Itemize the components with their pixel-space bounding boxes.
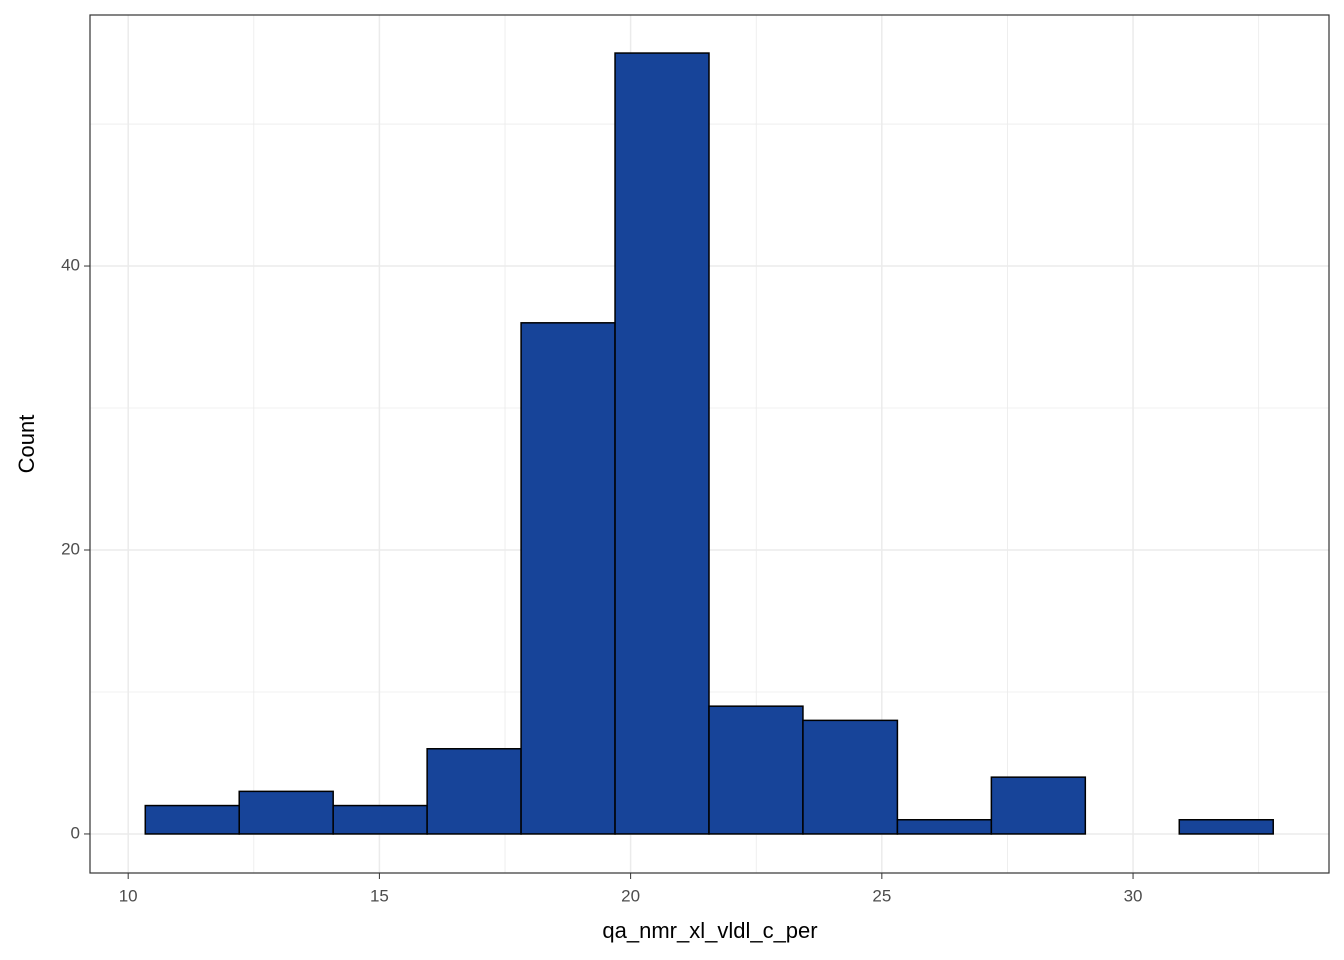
x-tick-label: 25 bbox=[872, 886, 891, 905]
bar bbox=[238, 790, 334, 835]
x-tick-label: 10 bbox=[119, 886, 138, 905]
x-tick-label: 20 bbox=[621, 886, 640, 905]
x-tick-label: 30 bbox=[1124, 886, 1143, 905]
bar bbox=[1178, 819, 1274, 835]
bar bbox=[990, 776, 1087, 835]
bar bbox=[332, 804, 428, 835]
y-axis-label: Count bbox=[14, 415, 39, 474]
y-tick-label: 0 bbox=[71, 823, 80, 842]
bar bbox=[144, 804, 240, 835]
bar bbox=[520, 322, 616, 835]
panel-border bbox=[89, 14, 1330, 874]
x-tick-label: 15 bbox=[370, 886, 389, 905]
bar bbox=[802, 719, 899, 835]
bar bbox=[614, 52, 710, 835]
y-tick-label: 40 bbox=[61, 256, 80, 275]
y-tick-label: 20 bbox=[61, 539, 80, 558]
bar bbox=[708, 705, 804, 835]
bar bbox=[896, 819, 993, 835]
bar bbox=[426, 748, 522, 835]
x-axis-label: qa_nmr_xl_vldl_c_per bbox=[602, 918, 817, 943]
